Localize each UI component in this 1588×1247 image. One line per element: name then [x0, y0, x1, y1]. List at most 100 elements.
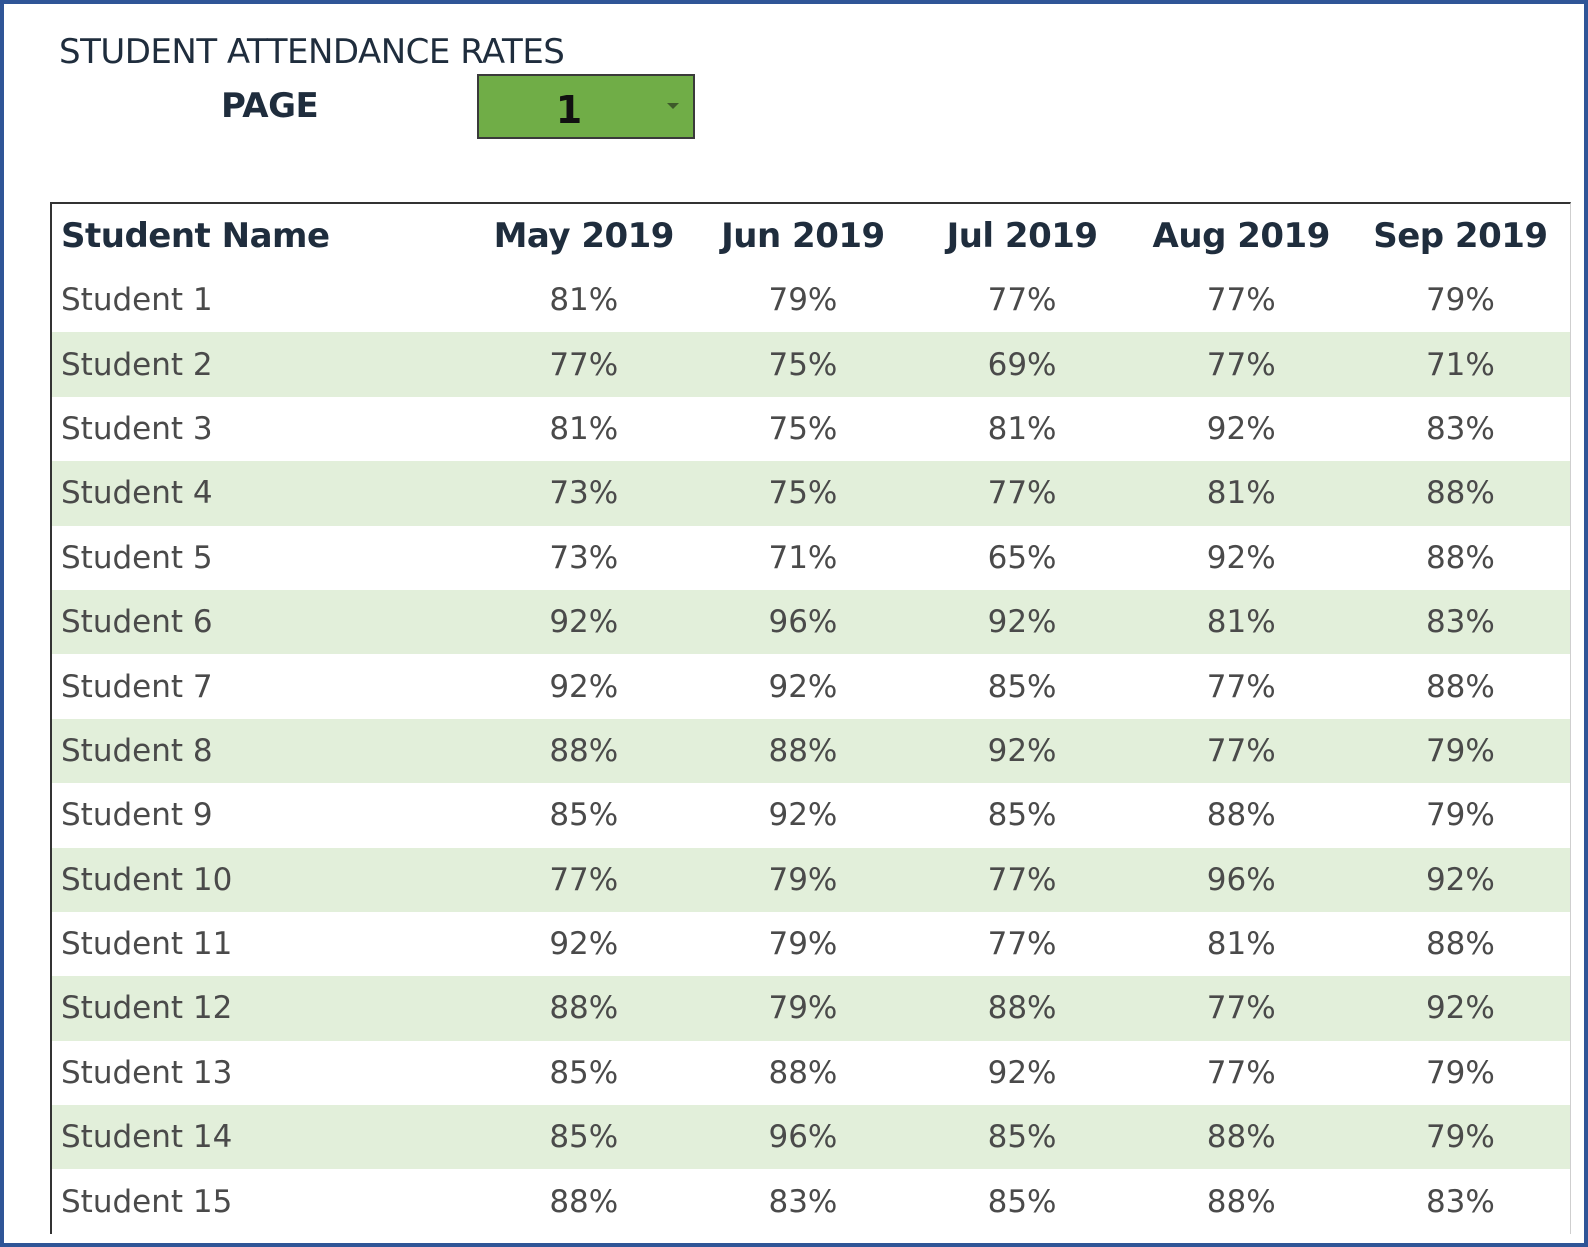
attendance-rate-cell[interactable]: 92% — [987, 1054, 1057, 1091]
attendance-rate-cell[interactable]: 85% — [912, 1105, 1132, 1170]
attendance-rate-cell[interactable]: 81% — [1131, 461, 1351, 526]
attendance-rate-cell[interactable]: 88% — [474, 976, 694, 1041]
attendance-rate-cell[interactable]: 81% — [1206, 926, 1276, 963]
table-row: Student 4 73% 75% 77% 81% 88% — [52, 461, 1570, 526]
attendance-rate-cell[interactable]: 88% — [1425, 926, 1495, 963]
attendance-rate-cell[interactable]: 92% — [1206, 410, 1276, 447]
attendance-rate-cell[interactable]: 77% — [1131, 332, 1351, 397]
attendance-rate-cell[interactable]: 77% — [474, 332, 694, 397]
student-name-cell[interactable]: Student 8 — [52, 718, 475, 784]
student-name-cell[interactable]: Student 13 — [61, 1054, 233, 1091]
attendance-rate-cell[interactable]: 92% — [1206, 539, 1276, 576]
attendance-rate-cell[interactable]: 79% — [768, 926, 838, 963]
attendance-rate-cell[interactable]: 88% — [1425, 539, 1495, 576]
attendance-rate-cell[interactable]: 85% — [549, 1054, 619, 1091]
chevron-down-icon[interactable] — [667, 103, 679, 109]
student-name-cell[interactable]: Student 1 — [61, 282, 213, 319]
attendance-rate-cell[interactable]: 79% — [1425, 282, 1495, 319]
attendance-rate-cell[interactable]: 73% — [474, 461, 694, 526]
attendance-rate-cell[interactable]: 77% — [987, 926, 1057, 963]
attendance-rate-cell[interactable]: 88% — [768, 1054, 838, 1091]
attendance-rate-cell[interactable]: 81% — [549, 410, 619, 447]
student-name-cell[interactable]: Student 9 — [61, 797, 213, 834]
attendance-rate-cell[interactable]: 65% — [987, 539, 1057, 576]
attendance-rate-cell[interactable]: 85% — [987, 668, 1057, 705]
attendance-rate-cell[interactable]: 83% — [768, 1183, 838, 1220]
attendance-rate-cell[interactable]: 92% — [912, 718, 1132, 784]
attendance-rate-cell[interactable]: 96% — [1131, 847, 1351, 912]
attendance-rate-cell[interactable]: 96% — [693, 589, 913, 655]
attendance-rate-cell[interactable]: 88% — [474, 718, 694, 784]
attendance-rate-cell[interactable]: 75% — [768, 410, 838, 447]
attendance-rate-cell[interactable]: 92% — [549, 926, 619, 963]
attendance-rate-cell[interactable]: 96% — [693, 1105, 913, 1170]
attendance-rate-cell[interactable]: 73% — [549, 539, 619, 576]
page-selector[interactable]: 1 — [477, 74, 695, 139]
attendance-rate-cell[interactable]: 92% — [768, 668, 838, 705]
attendance-table-container: Student Name May 2019 Jun 2019 Jul 2019 … — [50, 202, 1571, 1234]
attendance-rate-cell[interactable]: 81% — [1131, 589, 1351, 655]
attendance-rate-cell[interactable]: 83% — [1425, 410, 1495, 447]
student-name-cell[interactable]: Student 5 — [61, 539, 213, 576]
attendance-rate-cell[interactable]: 71% — [1350, 332, 1570, 397]
attendance-rate-cell[interactable]: 88% — [1206, 797, 1276, 834]
attendance-rate-cell[interactable]: 85% — [474, 1105, 694, 1170]
table-header-row: Student Name May 2019 Jun 2019 Jul 2019 … — [52, 204, 1570, 268]
attendance-rate-cell[interactable]: 79% — [768, 282, 838, 319]
attendance-rate-cell[interactable]: 77% — [1131, 976, 1351, 1041]
student-name-cell[interactable]: Student 3 — [61, 410, 213, 447]
attendance-rate-cell[interactable]: 75% — [693, 332, 913, 397]
table-row: Student 5 73% 71% 65% 92% 88% — [52, 526, 1570, 590]
attendance-rate-cell[interactable]: 79% — [1425, 797, 1495, 834]
attendance-rate-cell[interactable]: 88% — [1350, 461, 1570, 526]
student-name-cell[interactable]: Student 15 — [61, 1183, 233, 1220]
attendance-rate-cell[interactable]: 88% — [1425, 668, 1495, 705]
attendance-rate-cell[interactable]: 88% — [912, 976, 1132, 1041]
attendance-rate-cell[interactable]: 77% — [1131, 718, 1351, 784]
attendance-rate-cell[interactable]: 77% — [912, 847, 1132, 912]
table-row: Student 11 92% 79% 77% 81% 88% — [52, 912, 1570, 976]
attendance-rate-cell[interactable]: 88% — [1131, 1105, 1351, 1170]
student-name-cell[interactable]: Student 6 — [52, 589, 475, 655]
table-row: Student 6 92% 96% 92% 81% 83% — [52, 589, 1570, 655]
attendance-rate-cell[interactable]: 75% — [693, 461, 913, 526]
attendance-rate-cell[interactable]: 92% — [768, 797, 838, 834]
table-row: Student 15 88% 83% 85% 88% 83% — [52, 1169, 1570, 1233]
attendance-rate-cell[interactable]: 88% — [549, 1183, 619, 1220]
attendance-rate-cell[interactable]: 79% — [1350, 718, 1570, 784]
attendance-rate-cell[interactable]: 81% — [549, 282, 619, 319]
attendance-rate-cell[interactable]: 83% — [1350, 589, 1570, 655]
attendance-rate-cell[interactable]: 79% — [693, 976, 913, 1041]
attendance-rate-cell[interactable]: 77% — [474, 847, 694, 912]
student-name-cell[interactable]: Student 12 — [52, 976, 475, 1041]
attendance-rate-cell[interactable]: 85% — [987, 797, 1057, 834]
attendance-rate-cell[interactable]: 77% — [987, 282, 1057, 319]
attendance-rate-cell[interactable]: 79% — [693, 847, 913, 912]
attendance-rate-cell[interactable]: 69% — [912, 332, 1132, 397]
student-name-cell[interactable]: Student 7 — [61, 668, 213, 705]
student-name-cell[interactable]: Student 11 — [61, 926, 233, 963]
attendance-rate-cell[interactable]: 71% — [768, 539, 838, 576]
attendance-rate-cell[interactable]: 92% — [1350, 976, 1570, 1041]
attendance-rate-cell[interactable]: 88% — [693, 718, 913, 784]
attendance-rate-cell[interactable]: 92% — [474, 589, 694, 655]
attendance-rate-cell[interactable]: 77% — [1206, 668, 1276, 705]
attendance-rate-cell[interactable]: 77% — [912, 461, 1132, 526]
student-name-cell[interactable]: Student 10 — [52, 847, 475, 912]
student-name-cell[interactable]: Student 4 — [52, 461, 475, 526]
attendance-rate-cell[interactable]: 81% — [987, 410, 1057, 447]
attendance-rate-cell[interactable]: 92% — [549, 668, 619, 705]
attendance-rate-cell[interactable]: 77% — [1206, 1054, 1276, 1091]
attendance-rate-cell[interactable]: 79% — [1425, 1054, 1495, 1091]
attendance-rate-cell[interactable]: 88% — [1206, 1183, 1276, 1220]
attendance-rate-cell[interactable]: 85% — [549, 797, 619, 834]
attendance-rate-cell[interactable]: 79% — [1350, 1105, 1570, 1170]
attendance-rate-cell[interactable]: 83% — [1425, 1183, 1495, 1220]
attendance-rate-cell[interactable]: 92% — [1350, 847, 1570, 912]
attendance-rate-cell[interactable]: 85% — [987, 1183, 1057, 1220]
student-name-cell[interactable]: Student 14 — [52, 1105, 475, 1170]
attendance-rate-cell[interactable]: 77% — [1206, 282, 1276, 319]
attendance-rate-cell[interactable]: 92% — [912, 589, 1132, 655]
student-name-cell[interactable]: Student 2 — [52, 332, 475, 397]
column-header-month: Sep 2019 — [1373, 216, 1548, 256]
